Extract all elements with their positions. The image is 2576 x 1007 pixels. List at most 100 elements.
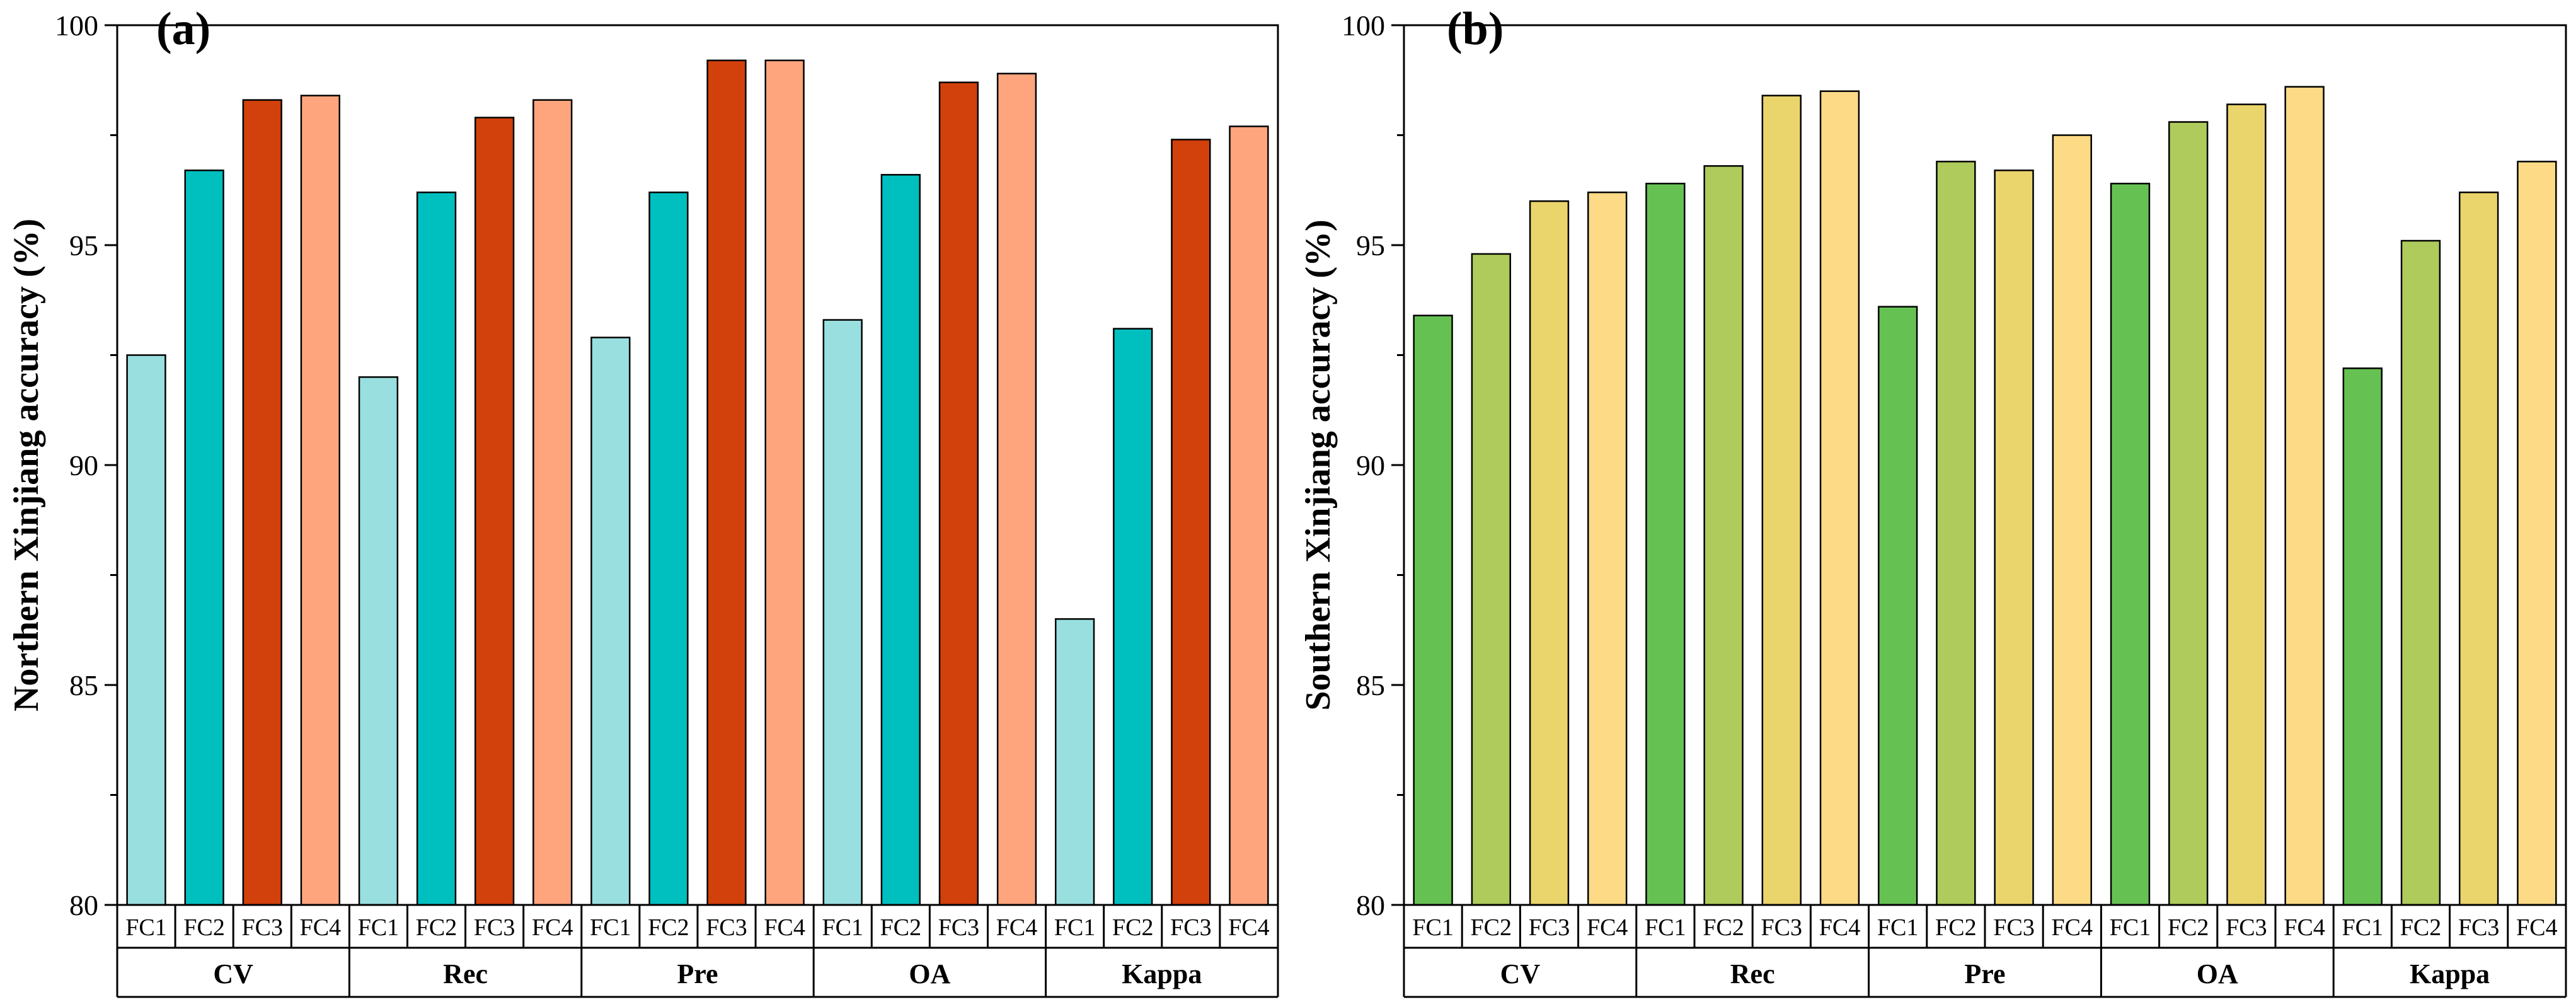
y-tick-label: 85 xyxy=(69,669,98,701)
bar-oa-fc2 xyxy=(880,174,921,906)
category-label: FC1 xyxy=(1877,914,1918,941)
y-tick-label: 80 xyxy=(69,889,98,921)
y-axis-title: Northern Xinjiang accuracy (%) xyxy=(7,219,46,711)
bar-kappa-fc1 xyxy=(2342,367,2383,906)
bar-cv-fc1 xyxy=(1413,314,1453,906)
bar-pre-fc2 xyxy=(648,191,689,906)
bar-pre-fc3 xyxy=(706,59,747,906)
bar-oa-fc2 xyxy=(2168,121,2209,906)
category-label: FC3 xyxy=(474,914,515,941)
bar-rec-fc4 xyxy=(1819,90,1860,906)
category-label: FC2 xyxy=(183,914,224,941)
bar-pre-fc4 xyxy=(2052,134,2092,906)
y-tick-label: 95 xyxy=(1356,229,1385,262)
bar-cv-fc4 xyxy=(1587,191,1628,906)
category-label: FC1 xyxy=(822,914,863,941)
bar-oa-fc4 xyxy=(2284,86,2325,906)
category-label: FC2 xyxy=(1471,914,1512,941)
bar-kappa-fc2 xyxy=(1113,328,1153,906)
group-label-rec: Rec xyxy=(1730,958,1775,989)
bar-rec-fc2 xyxy=(1703,165,1744,906)
category-label: FC4 xyxy=(532,914,573,941)
y-tick-label: 90 xyxy=(1356,449,1385,481)
bar-rec-fc3 xyxy=(474,117,515,906)
category-label: FC2 xyxy=(2168,914,2209,941)
category-label: FC3 xyxy=(2226,914,2267,941)
category-label: FC3 xyxy=(1170,914,1211,941)
bar-oa-fc1 xyxy=(2110,183,2151,906)
group-label-kappa: Kappa xyxy=(2410,958,2490,989)
category-label: FC2 xyxy=(1935,914,1976,941)
plot-frame xyxy=(116,24,1279,906)
category-label: FC4 xyxy=(2052,914,2093,941)
category-label: FC4 xyxy=(1587,914,1628,941)
category-label: FC1 xyxy=(358,914,399,941)
category-label: FC3 xyxy=(706,914,747,941)
y-axis-title: Southern Xinjiang accuracy (%) xyxy=(1299,219,1338,710)
category-label: FC2 xyxy=(648,914,689,941)
group-label-oa: OA xyxy=(2197,958,2238,989)
category-label: FC3 xyxy=(938,914,979,941)
category-label: FC4 xyxy=(2516,914,2557,941)
panel-label: (a) xyxy=(156,3,210,55)
group-label-oa: OA xyxy=(909,958,950,989)
bar-rec-fc2 xyxy=(416,191,457,906)
category-label: FC1 xyxy=(2110,914,2151,941)
bar-pre-fc1 xyxy=(590,337,631,906)
bar-pre-fc4 xyxy=(764,59,805,906)
bar-kappa-fc4 xyxy=(2517,161,2557,906)
plot-frame xyxy=(1403,24,2567,906)
bar-rec-fc4 xyxy=(532,99,573,906)
bar-cv-fc3 xyxy=(242,99,282,906)
category-label: FC1 xyxy=(1412,914,1453,941)
bar-kappa-fc3 xyxy=(1171,139,1211,906)
bar-oa-fc3 xyxy=(2226,103,2267,906)
panel-label: (b) xyxy=(1447,3,1504,55)
category-label: FC2 xyxy=(1112,914,1153,941)
panel-b: 80 85 90 95 100 Southern Xinjiang accuracy (%… xyxy=(1299,3,2567,998)
group-label-cv: CV xyxy=(1500,958,1541,989)
category-label: FC1 xyxy=(1645,914,1686,941)
category-label: FC1 xyxy=(590,914,631,941)
bar-cv-fc2 xyxy=(184,170,224,906)
bar-oa-fc4 xyxy=(996,72,1037,906)
bar-cv-fc4 xyxy=(300,95,340,906)
bar-rec-fc1 xyxy=(358,376,399,906)
group-label-kappa: Kappa xyxy=(1122,958,1202,989)
bar-cv-fc2 xyxy=(1471,253,1511,906)
bar-pre-fc1 xyxy=(1878,306,1918,906)
category-label: FC2 xyxy=(2400,914,2441,941)
bar-rec-fc1 xyxy=(1645,183,1686,906)
bar-kappa-fc1 xyxy=(1055,618,1095,906)
group-label-rec: Rec xyxy=(443,958,488,989)
category-label: FC2 xyxy=(880,914,921,941)
category-label: FC3 xyxy=(242,914,283,941)
y-tick-label: 100 xyxy=(55,9,98,42)
y-tick-label: 80 xyxy=(1356,889,1385,921)
category-label: FC4 xyxy=(1228,914,1269,941)
category-label: FC3 xyxy=(2458,914,2499,941)
y-tick-label: 95 xyxy=(69,229,98,262)
category-label: FC1 xyxy=(1054,914,1095,941)
category-label: FC1 xyxy=(125,914,166,941)
category-label: FC2 xyxy=(1703,914,1744,941)
category-label: FC3 xyxy=(1993,914,2034,941)
category-label: FC4 xyxy=(1819,914,1860,941)
bar-pre-fc3 xyxy=(1994,170,2034,906)
category-label: FC4 xyxy=(764,914,805,941)
y-tick-label: 100 xyxy=(1342,9,1385,42)
y-tick-label: 90 xyxy=(69,449,98,481)
bar-kappa-fc3 xyxy=(2459,191,2499,906)
category-label: FC4 xyxy=(2284,914,2325,941)
category-label: FC4 xyxy=(300,914,341,941)
category-label: FC4 xyxy=(996,914,1037,941)
bar-rec-fc3 xyxy=(1761,95,1802,906)
category-label: FC3 xyxy=(1529,914,1570,941)
bar-oa-fc3 xyxy=(938,81,979,906)
group-label-cv: CV xyxy=(213,958,253,989)
group-label-pre: Pre xyxy=(1964,958,2005,989)
bar-pre-fc2 xyxy=(1936,161,1976,906)
group-label-pre: Pre xyxy=(677,958,718,989)
bar-oa-fc1 xyxy=(822,319,863,906)
